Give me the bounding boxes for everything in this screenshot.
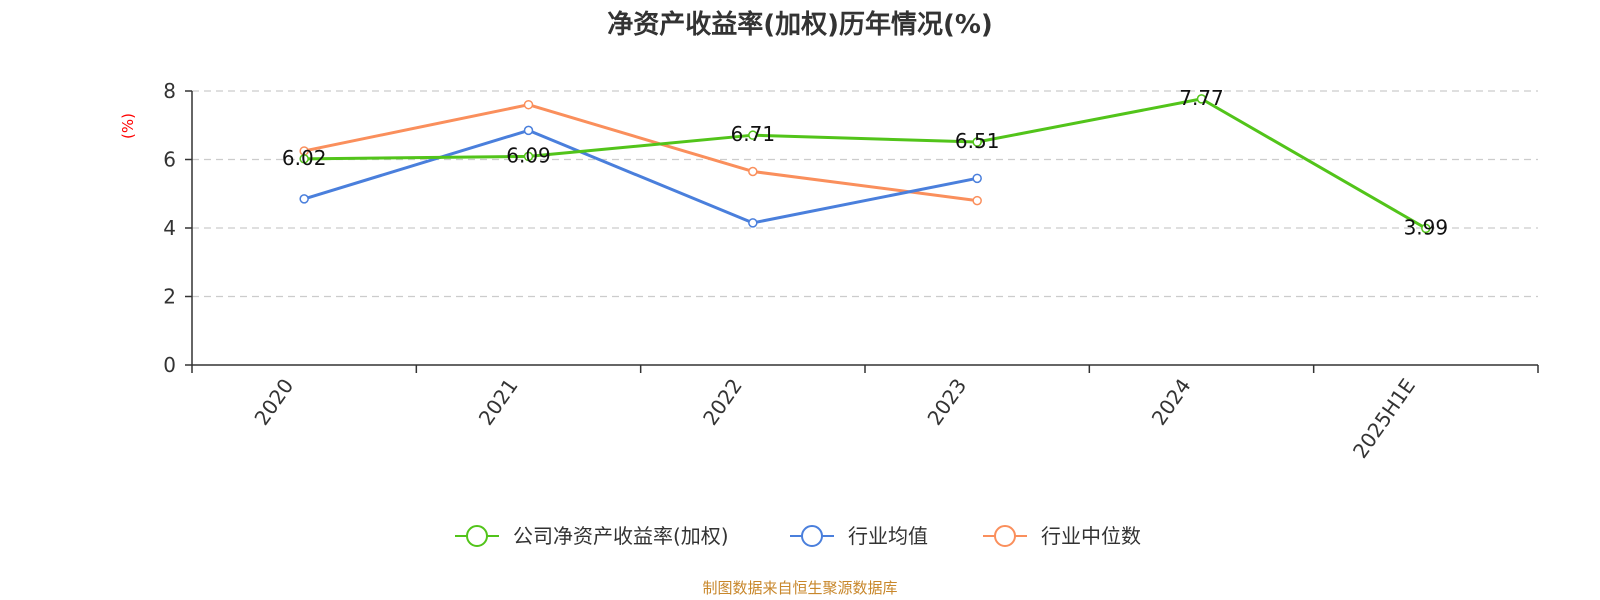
data-point bbox=[523, 125, 534, 136]
data-label: 3.99 bbox=[1404, 215, 1449, 239]
x-tick-label: 2020 bbox=[249, 374, 298, 429]
series-lines bbox=[299, 94, 1431, 234]
data-point bbox=[1421, 223, 1431, 234]
x-tick-label: 2023 bbox=[922, 374, 971, 429]
chart-title: 净资产收益率(加权)历年情况(%) bbox=[607, 9, 993, 40]
series-line bbox=[303, 128, 978, 225]
legend[interactable]: 公司净资产收益率(加权) 行业均值 行业中位数 bbox=[455, 524, 1141, 548]
data-point bbox=[972, 195, 982, 206]
data-point bbox=[748, 166, 758, 177]
data-point bbox=[972, 137, 982, 147]
grid-lines bbox=[192, 90, 1538, 298]
data-point bbox=[523, 99, 534, 110]
x-tick-label: 2021 bbox=[474, 374, 523, 429]
y-tick-label: 0 bbox=[163, 353, 176, 377]
data-point bbox=[523, 151, 534, 162]
x-tick-label: 2024 bbox=[1147, 374, 1196, 429]
y-tick-label: 2 bbox=[163, 285, 176, 309]
legend-circle-icon bbox=[466, 525, 488, 547]
series-line bbox=[304, 97, 1427, 230]
y-tick-label: 8 bbox=[163, 79, 176, 103]
data-labels: 6.02 6.09 6.71 6.51 7.77 3.99 bbox=[282, 86, 1448, 239]
data-point bbox=[748, 130, 758, 140]
data-label: 6.02 bbox=[282, 146, 327, 170]
legend-label: 行业均值 bbox=[848, 524, 928, 548]
legend-item[interactable]: 公司净资产收益率(加权) bbox=[455, 524, 729, 548]
data-label: 6.51 bbox=[955, 129, 1000, 153]
data-point bbox=[1196, 94, 1207, 104]
data-point bbox=[748, 218, 758, 228]
legend-item[interactable]: 行业均值 bbox=[790, 524, 928, 548]
data-point bbox=[972, 173, 982, 184]
legend-item[interactable]: 行业中位数 bbox=[983, 524, 1141, 548]
x-tick-label: 2022 bbox=[698, 374, 747, 429]
x-tick-label: 2025H1E bbox=[1348, 374, 1420, 463]
legend-circle-icon bbox=[994, 525, 1016, 547]
y-tick-label: 4 bbox=[163, 216, 176, 240]
legend-label: 公司净资产收益率(加权) bbox=[513, 524, 729, 548]
legend-circle-icon bbox=[801, 525, 823, 547]
legend-label: 行业中位数 bbox=[1041, 524, 1141, 548]
data-label: 6.09 bbox=[506, 143, 551, 167]
data-point bbox=[299, 154, 309, 164]
data-point bbox=[299, 194, 309, 204]
source-note: 制图数据来自恒生聚源数据库 bbox=[702, 579, 897, 597]
data-label: 7.77 bbox=[1179, 86, 1224, 110]
y-axis-unit-label: (%) bbox=[119, 113, 137, 139]
y-tick-label: 6 bbox=[163, 148, 176, 172]
series-line bbox=[303, 103, 978, 203]
data-label: 6.71 bbox=[731, 122, 776, 146]
